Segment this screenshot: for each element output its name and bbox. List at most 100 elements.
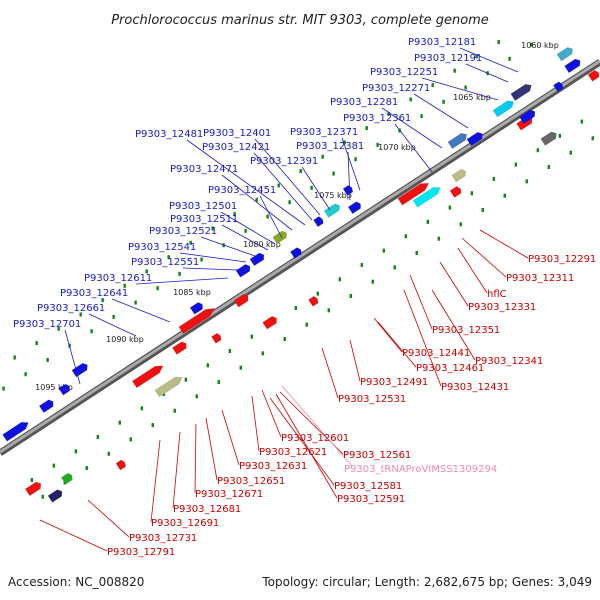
gene-label-forward[interactable]: P9303_12611 bbox=[84, 273, 152, 284]
leader-line bbox=[253, 152, 313, 221]
gene-label-reverse[interactable]: P9303_12341 bbox=[475, 356, 543, 367]
gene-label-forward[interactable]: P9303_12371 bbox=[290, 127, 358, 138]
gene-arrow[interactable] bbox=[313, 216, 324, 228]
tick-mark bbox=[206, 363, 210, 368]
gene-arrow[interactable] bbox=[262, 316, 277, 330]
gene-arrow[interactable] bbox=[447, 133, 468, 150]
gene-label-reverse[interactable]: P9303_12311 bbox=[506, 273, 574, 284]
gene-arrow[interactable] bbox=[71, 363, 88, 378]
gene-arrow[interactable] bbox=[556, 47, 573, 62]
gene-label-forward[interactable]: P9303_12471 bbox=[170, 164, 238, 175]
gene-arrow[interactable] bbox=[47, 489, 63, 503]
rna-label[interactable]: P9303_tRNAProVIMSS1309294 bbox=[344, 464, 497, 475]
gene-arrow[interactable] bbox=[178, 308, 216, 334]
leader-line bbox=[186, 139, 306, 226]
gene-label-reverse[interactable]: P9303_12691 bbox=[151, 518, 219, 529]
gene-label-forward[interactable]: P9303_12251 bbox=[370, 67, 438, 78]
gene-arrow[interactable] bbox=[60, 472, 73, 485]
gene-label-reverse[interactable]: P9303_12671 bbox=[195, 489, 263, 500]
gene-arrow[interactable] bbox=[412, 187, 441, 208]
gene-label-reverse[interactable]: P9303_12461 bbox=[416, 363, 484, 374]
gene-arrow[interactable] bbox=[211, 332, 222, 344]
leader-line bbox=[413, 93, 469, 129]
gene-label-reverse[interactable]: P9303_12631 bbox=[239, 461, 307, 472]
gene-arrow[interactable] bbox=[342, 184, 354, 196]
gene-arrow[interactable] bbox=[323, 203, 340, 218]
gene-arrow[interactable] bbox=[449, 186, 462, 198]
gene-label-reverse[interactable]: P9303_12491 bbox=[360, 377, 428, 388]
gene-label-forward[interactable]: P9303_12521 bbox=[149, 226, 217, 237]
gene-label-forward[interactable]: P9303_12421 bbox=[202, 142, 270, 153]
tick-mark bbox=[569, 150, 572, 155]
gene-label-reverse[interactable]: P9303_12581 bbox=[334, 481, 402, 492]
gene-arrow[interactable] bbox=[308, 295, 319, 307]
gene-label-reverse[interactable]: P9303_12351 bbox=[432, 325, 500, 336]
gene-label-forward[interactable]: P9303_12641 bbox=[60, 288, 128, 299]
gene-label-forward[interactable]: P9303_12501 bbox=[169, 201, 237, 212]
gene-label-forward[interactable]: P9303_12661 bbox=[37, 303, 105, 314]
gene-label-forward[interactable]: P9303_12181 bbox=[408, 37, 476, 48]
gene-label-reverse[interactable]: P9303_12331 bbox=[468, 302, 536, 313]
gene-arrow[interactable] bbox=[451, 168, 466, 183]
gene-arrow[interactable] bbox=[347, 201, 361, 215]
gene-label-forward[interactable]: P9303_12511 bbox=[170, 214, 238, 225]
gene-label-reverse[interactable]: P9303_12731 bbox=[129, 533, 197, 544]
leader-line bbox=[182, 267, 239, 271]
tick-mark bbox=[404, 234, 408, 239]
tick-mark bbox=[365, 126, 368, 131]
gene-arrow[interactable] bbox=[249, 252, 265, 267]
gene-label-forward[interactable]: P9303_12381 bbox=[296, 141, 364, 152]
gene-arrow[interactable] bbox=[233, 294, 249, 308]
gene-label-reverse[interactable]: P9303_12291 bbox=[528, 254, 596, 265]
gene-label-forward[interactable]: P9303_12701 bbox=[13, 319, 81, 330]
gene-arrow[interactable] bbox=[519, 109, 536, 124]
gene-arrow[interactable] bbox=[172, 341, 187, 355]
gene-arrow[interactable] bbox=[510, 84, 532, 101]
gene-arrow[interactable] bbox=[553, 81, 564, 93]
gene-label-reverse[interactable]: P9303_12561 bbox=[343, 450, 411, 461]
gene-label-forward[interactable]: P9303_12481 bbox=[135, 129, 203, 140]
gene-arrow[interactable] bbox=[189, 302, 203, 315]
leader-line bbox=[439, 261, 469, 307]
gene-arrow[interactable] bbox=[492, 100, 514, 118]
gene-arrow[interactable] bbox=[540, 131, 557, 146]
tick-mark bbox=[46, 357, 49, 362]
gene-arrow[interactable] bbox=[290, 247, 302, 259]
gene-label-forward[interactable]: P9303_12401 bbox=[203, 128, 271, 139]
tick-mark bbox=[360, 262, 364, 267]
gene-label-reverse[interactable]: P9303_12791 bbox=[107, 547, 175, 558]
gene-label-forward[interactable]: P9303_12451 bbox=[208, 185, 276, 196]
gene-label-forward[interactable]: P9303_12551 bbox=[131, 257, 199, 268]
gene-arrow[interactable] bbox=[131, 365, 164, 389]
gene-label-forward[interactable]: P9303_12191 bbox=[414, 53, 482, 64]
gene-label-forward[interactable]: P9303_12271 bbox=[362, 83, 430, 94]
gene-label-reverse[interactable]: P9303_12431 bbox=[441, 382, 509, 393]
gene-label-reverse[interactable]: P9303_12621 bbox=[259, 447, 327, 458]
gene-arrow[interactable] bbox=[38, 399, 54, 413]
gene-arrow[interactable] bbox=[587, 69, 600, 82]
gene-arrow[interactable] bbox=[466, 131, 483, 147]
gene-label-forward[interactable]: P9303_12281 bbox=[330, 97, 398, 108]
gene-arrow[interactable] bbox=[235, 264, 251, 278]
gene-arrow[interactable] bbox=[2, 422, 29, 442]
gene-arrow[interactable] bbox=[272, 230, 287, 245]
gene-label-reverse[interactable]: P9303_12531 bbox=[338, 394, 406, 405]
gene-arrow[interactable] bbox=[115, 459, 126, 471]
gene-label-reverse[interactable]: P9303_12441 bbox=[402, 348, 470, 359]
gene-arrow[interactable] bbox=[58, 383, 71, 396]
leader-line bbox=[394, 123, 433, 173]
gene-arrow[interactable] bbox=[24, 481, 42, 497]
gene-arrow[interactable] bbox=[564, 58, 581, 74]
gene-label-reverse[interactable]: P9303_12651 bbox=[217, 476, 285, 487]
tick-mark bbox=[453, 68, 456, 73]
gene-label-reverse[interactable]: P9303_12591 bbox=[337, 494, 405, 505]
gene-label-forward[interactable]: P9303_12541 bbox=[128, 242, 196, 253]
gene-arrow[interactable] bbox=[397, 182, 430, 206]
gene-label-reverse[interactable]: P9303_12681 bbox=[173, 504, 241, 515]
gene-label-forward[interactable]: P9303_12361 bbox=[343, 113, 411, 124]
gene-label-reverse[interactable]: hflC bbox=[487, 289, 507, 300]
tick-mark bbox=[261, 351, 264, 356]
gene-label-reverse[interactable]: P9303_12601 bbox=[281, 433, 349, 444]
gene-label-forward[interactable]: P9303_12391 bbox=[250, 156, 318, 167]
gene-arrow[interactable] bbox=[154, 376, 183, 398]
